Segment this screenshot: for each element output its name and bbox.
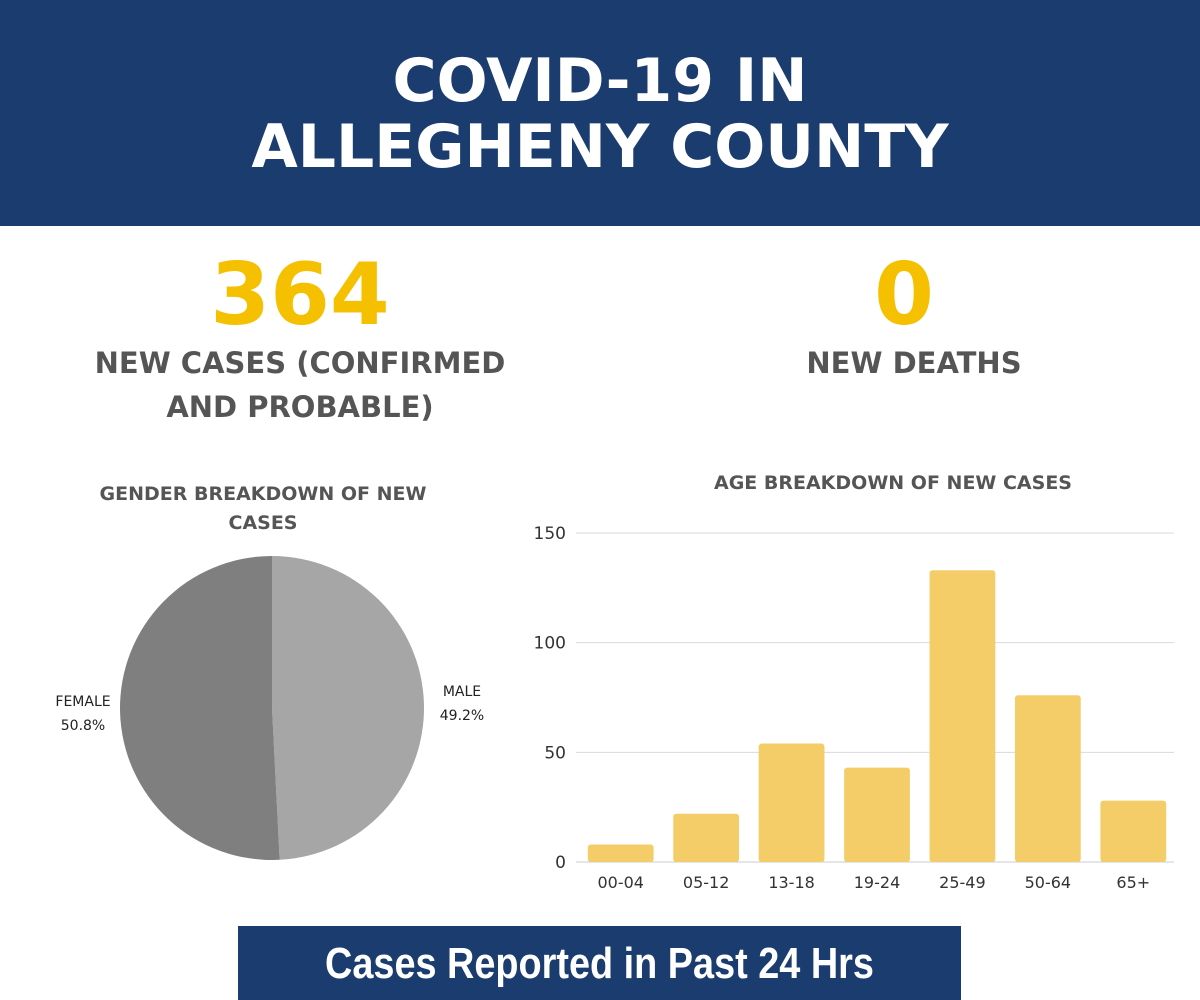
new-cases-count: 364 <box>210 245 390 345</box>
pie-label-female: FEMALE <box>55 694 110 710</box>
page-title: COVID-19 IN ALLEGHENY COUNTY <box>0 48 1200 180</box>
x-tick-label: 19-24 <box>854 873 901 892</box>
pie-label-male: MALE <box>443 684 481 700</box>
gender-chart-title: GENDER BREAKDOWN OF NEW CASES <box>60 480 466 538</box>
x-tick-label: 50-64 <box>1025 873 1072 892</box>
new-deaths-count: 0 <box>874 245 934 345</box>
age-chart-title: AGE BREAKDOWN OF NEW CASES <box>713 472 1072 494</box>
new-cases-label-line-2: AND PROBABLE) <box>166 390 434 424</box>
bar-50-64 <box>1014 695 1081 862</box>
x-tick-label: 65+ <box>1116 873 1150 892</box>
header-banner: COVID-19 IN ALLEGHENY COUNTY <box>0 0 1200 226</box>
pie-value-female: 50.8% <box>61 718 105 734</box>
title-line-2: ALLEGHENY COUNTY <box>251 112 949 182</box>
gender-chart-title-line-1: GENDER BREAKDOWN OF NEW <box>99 483 427 505</box>
bar-65+ <box>1100 800 1167 862</box>
y-tick-label: 150 <box>534 524 566 544</box>
footer-text: Cases Reported in Past 24 Hrs <box>325 939 874 988</box>
x-tick-label: 13-18 <box>768 873 815 892</box>
x-tick-label: 25-49 <box>939 873 986 892</box>
age-bar-chart: 0 50 100 150 00-04 05-12 13-18 19-24 25-49 50-64 6… <box>534 524 1174 892</box>
bar-05-12 <box>673 813 740 862</box>
x-tick-label: 05-12 <box>683 873 730 892</box>
pie-value-male: 49.2% <box>440 708 484 724</box>
y-tick-label: 50 <box>544 743 566 763</box>
new-deaths-label: NEW DEATHS <box>806 346 1022 380</box>
bar-13-18 <box>758 743 825 862</box>
gender-chart-title-line-2: CASES <box>228 512 298 534</box>
title-line-1: COVID-19 IN <box>392 46 808 116</box>
pie-slice-female <box>120 556 280 860</box>
x-tick-label: 00-04 <box>597 873 644 892</box>
bar-00-04 <box>587 844 654 862</box>
new-cases-label-line-1: NEW CASES (CONFIRMED <box>94 346 506 380</box>
y-tick-label: 100 <box>534 634 566 654</box>
new-cases-label: NEW CASES (CONFIRMED AND PROBABLE) <box>0 341 600 429</box>
bar-25-49 <box>929 570 996 862</box>
bar-19-24 <box>844 767 910 862</box>
pie-slice-male <box>272 556 425 860</box>
footer-banner: Cases Reported in Past 24 Hrs <box>238 926 961 1000</box>
gender-pie-chart: MALE 49.2% FEMALE 50.8% <box>55 556 484 860</box>
y-tick-label: 0 <box>555 853 566 873</box>
